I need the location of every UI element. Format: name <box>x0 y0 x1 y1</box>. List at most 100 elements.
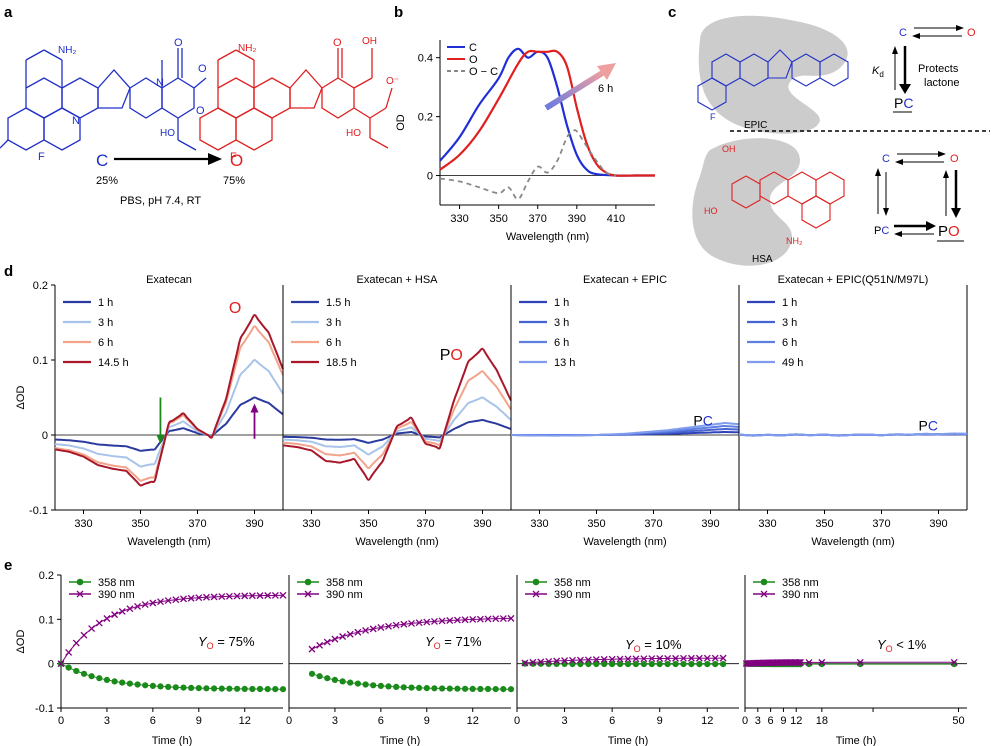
d-y-axis-label: ΔOD <box>15 386 27 410</box>
e-data-point-390 <box>339 633 347 640</box>
e-data-point-390 <box>600 655 608 663</box>
d-x-tick-label: 350 <box>587 518 605 530</box>
e-data-point-390 <box>323 638 331 646</box>
d-panel-title: Exatecan + EPIC(Q51N/M97L) <box>778 274 929 286</box>
e-yield-label: YO < 1% <box>877 637 927 654</box>
e-data-point-358 <box>462 685 469 692</box>
e-data-point-390 <box>408 619 415 627</box>
e-data-point-358 <box>111 678 118 685</box>
d-x-tick-label: 390 <box>245 518 263 530</box>
e-data-point-358 <box>134 681 141 688</box>
d-legend-label: 3 h <box>554 317 569 329</box>
protects-label-1: Protects <box>918 63 959 75</box>
e-data-point-390 <box>453 616 461 624</box>
e-yield-y: Y <box>625 637 635 652</box>
d-panel-title: Exatecan + EPIC <box>583 274 667 286</box>
e-data-point-390 <box>88 625 96 633</box>
e-data-point-358 <box>500 686 507 693</box>
e-legend-marker <box>760 578 768 586</box>
panel-letter-b: b <box>394 4 403 21</box>
d-pc-c: C <box>703 412 713 428</box>
e-data-point-390 <box>507 614 515 622</box>
d-legend-label: 1 h <box>98 297 113 309</box>
d-x-tick-label: 390 <box>929 518 947 530</box>
e-data-point-358 <box>469 685 476 693</box>
e-data-point-390 <box>362 626 370 634</box>
e-data-point-390 <box>103 615 111 622</box>
e-data-point-390 <box>241 592 249 600</box>
e-data-point-358 <box>339 678 346 685</box>
e-data-point-358 <box>103 676 110 684</box>
e-data-point-390 <box>656 655 664 662</box>
e-data-point-390 <box>95 619 103 627</box>
e-data-point-358 <box>65 664 72 671</box>
d-legend-label: 6 h <box>554 337 569 349</box>
e-data-point-390 <box>195 594 203 602</box>
d-legend-label: 3 h <box>782 317 797 329</box>
d-x-tick-label: 350 <box>359 518 377 530</box>
e-x-tick-label: 0 <box>58 715 64 727</box>
d-x-axis-label: Wavelength (nm) <box>811 536 894 548</box>
e-yield-value: = 71% <box>441 634 482 649</box>
carboxylate-ho: HO <box>346 128 361 139</box>
e-data-point-358 <box>234 685 241 692</box>
e-x-tick-label: 3 <box>332 715 338 727</box>
bottom-o: O <box>950 153 959 165</box>
d-x-tick-label: 330 <box>758 518 776 530</box>
e-data-point-358 <box>454 685 461 692</box>
e-data-point-358 <box>585 660 592 668</box>
e-data-point-390 <box>592 656 600 664</box>
e-data-point-358 <box>211 685 218 692</box>
e-x-axis-label: Time (h) <box>152 735 193 746</box>
d-pc-annotation: PC <box>919 418 938 434</box>
e-data-point-390 <box>818 658 826 666</box>
d-x-tick-label: 390 <box>473 518 491 530</box>
panel-letter-e: e <box>4 557 12 574</box>
e-data-point-358 <box>416 684 423 692</box>
d-x-tick-label: 330 <box>302 518 320 530</box>
e-data-point-390 <box>584 656 592 664</box>
d-po-annotation: PO <box>440 347 463 364</box>
e-data-point-358 <box>640 661 648 668</box>
d-panel-title: Exatecan <box>146 274 192 286</box>
e-data-point-358 <box>408 684 415 691</box>
e-y-tick-label: -0.1 <box>35 703 54 715</box>
e-yield-sub: O <box>434 641 441 651</box>
d-pc-p: P <box>693 412 702 428</box>
e-data-point-390 <box>354 628 362 636</box>
e-data-point-390 <box>795 658 803 666</box>
d-y-tick-label: 0 <box>42 430 48 442</box>
lactone-o-ring: O <box>198 63 207 75</box>
d-legend-label: 3 h <box>98 317 113 329</box>
e-data-point-390 <box>233 592 241 600</box>
b-x-tick-label: 410 <box>607 213 625 225</box>
d-legend-label: 1.5 h <box>326 297 350 309</box>
d-panel-4: Exatecan + EPIC(Q51N/M97L) 330 350 370 390 Wa… <box>738 274 968 548</box>
d-x-axis-label: Wavelength (nm) <box>127 536 210 548</box>
d-spectrum-line <box>54 396 284 452</box>
e-yield-y: Y <box>425 634 435 649</box>
d-spectrum-line <box>282 347 512 481</box>
e-data-point-390 <box>111 611 119 619</box>
e-data-point-390 <box>369 625 377 633</box>
e-x-tick-label: 3 <box>104 715 110 727</box>
top-o: O <box>967 27 976 39</box>
hsa-bound-carboxylate <box>731 171 845 229</box>
e-data-point-358 <box>632 661 640 668</box>
b-legend-label: C <box>469 42 477 54</box>
d-legend-label: 18.5 h <box>326 357 357 369</box>
d-x-tick-label: 330 <box>530 518 548 530</box>
e-legend-marker <box>760 590 768 598</box>
e-data-point-358 <box>688 661 695 668</box>
e-data-point-358 <box>165 683 172 691</box>
d-legend-label: 1 h <box>554 297 569 309</box>
e-yield-value: < 1% <box>893 637 927 652</box>
e-data-point-358 <box>601 660 608 668</box>
e-x-tick-label: 12 <box>239 715 251 727</box>
hsa-label: HSA <box>752 254 773 265</box>
e-data-point-358 <box>73 667 80 675</box>
hsa-ho: HO <box>704 206 718 216</box>
e-data-point-358 <box>704 661 711 668</box>
e-yield-value: = 10% <box>641 637 682 652</box>
